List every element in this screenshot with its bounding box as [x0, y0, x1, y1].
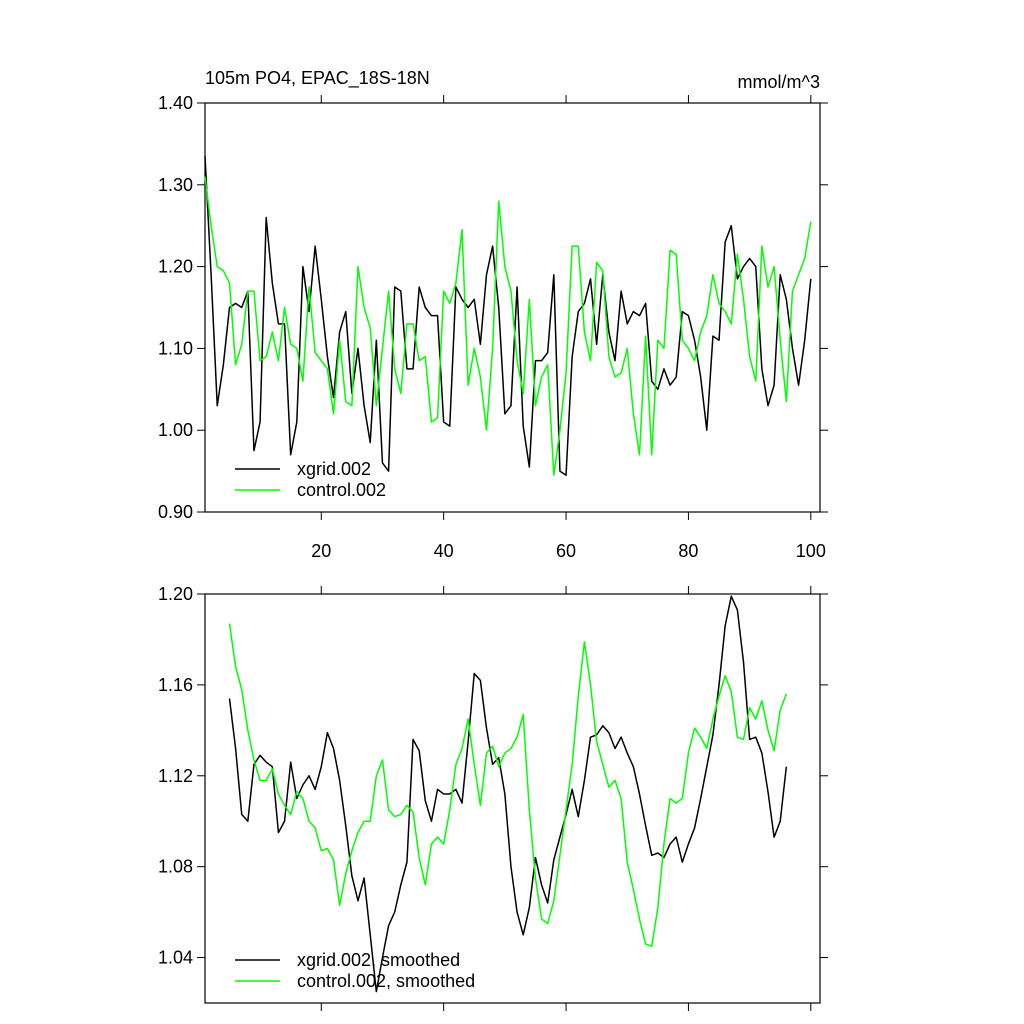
y-tick-label: 1.00 — [158, 420, 193, 440]
series-line — [204, 176, 812, 476]
y-tick-label: 1.40 — [158, 93, 193, 113]
series-line — [204, 156, 812, 476]
y-tick-label: 1.16 — [158, 675, 193, 695]
y-tick-label: 0.90 — [158, 502, 193, 522]
x-tick-label: 40 — [434, 541, 454, 561]
units-label: mmol/m^3 — [738, 72, 820, 92]
legend-label: control.002, smoothed — [297, 971, 475, 991]
x-tick-label: 100 — [796, 541, 826, 561]
y-tick-label: 1.30 — [158, 175, 193, 195]
y-tick-label: 1.04 — [158, 948, 193, 968]
y-tick-label: 1.08 — [158, 857, 193, 877]
y-tick-label: 1.12 — [158, 766, 193, 786]
y-tick-label: 1.10 — [158, 338, 193, 358]
plot-frame — [204, 593, 821, 1004]
x-tick-label: 20 — [311, 541, 331, 561]
legend-label: control.002 — [297, 480, 386, 500]
y-tick-label: 1.20 — [158, 584, 193, 604]
plot-frame — [204, 102, 821, 513]
y-tick-label: 1.20 — [158, 257, 193, 277]
x-tick-label: 60 — [556, 541, 576, 561]
legend-label: xgrid.002, smoothed — [297, 950, 460, 970]
x-tick-label: 80 — [678, 541, 698, 561]
series-line — [228, 595, 788, 993]
series-line — [228, 623, 788, 947]
legend-label: xgrid.002 — [297, 459, 371, 479]
chart-title: 105m PO4, EPAC_18S-18N — [205, 68, 430, 89]
